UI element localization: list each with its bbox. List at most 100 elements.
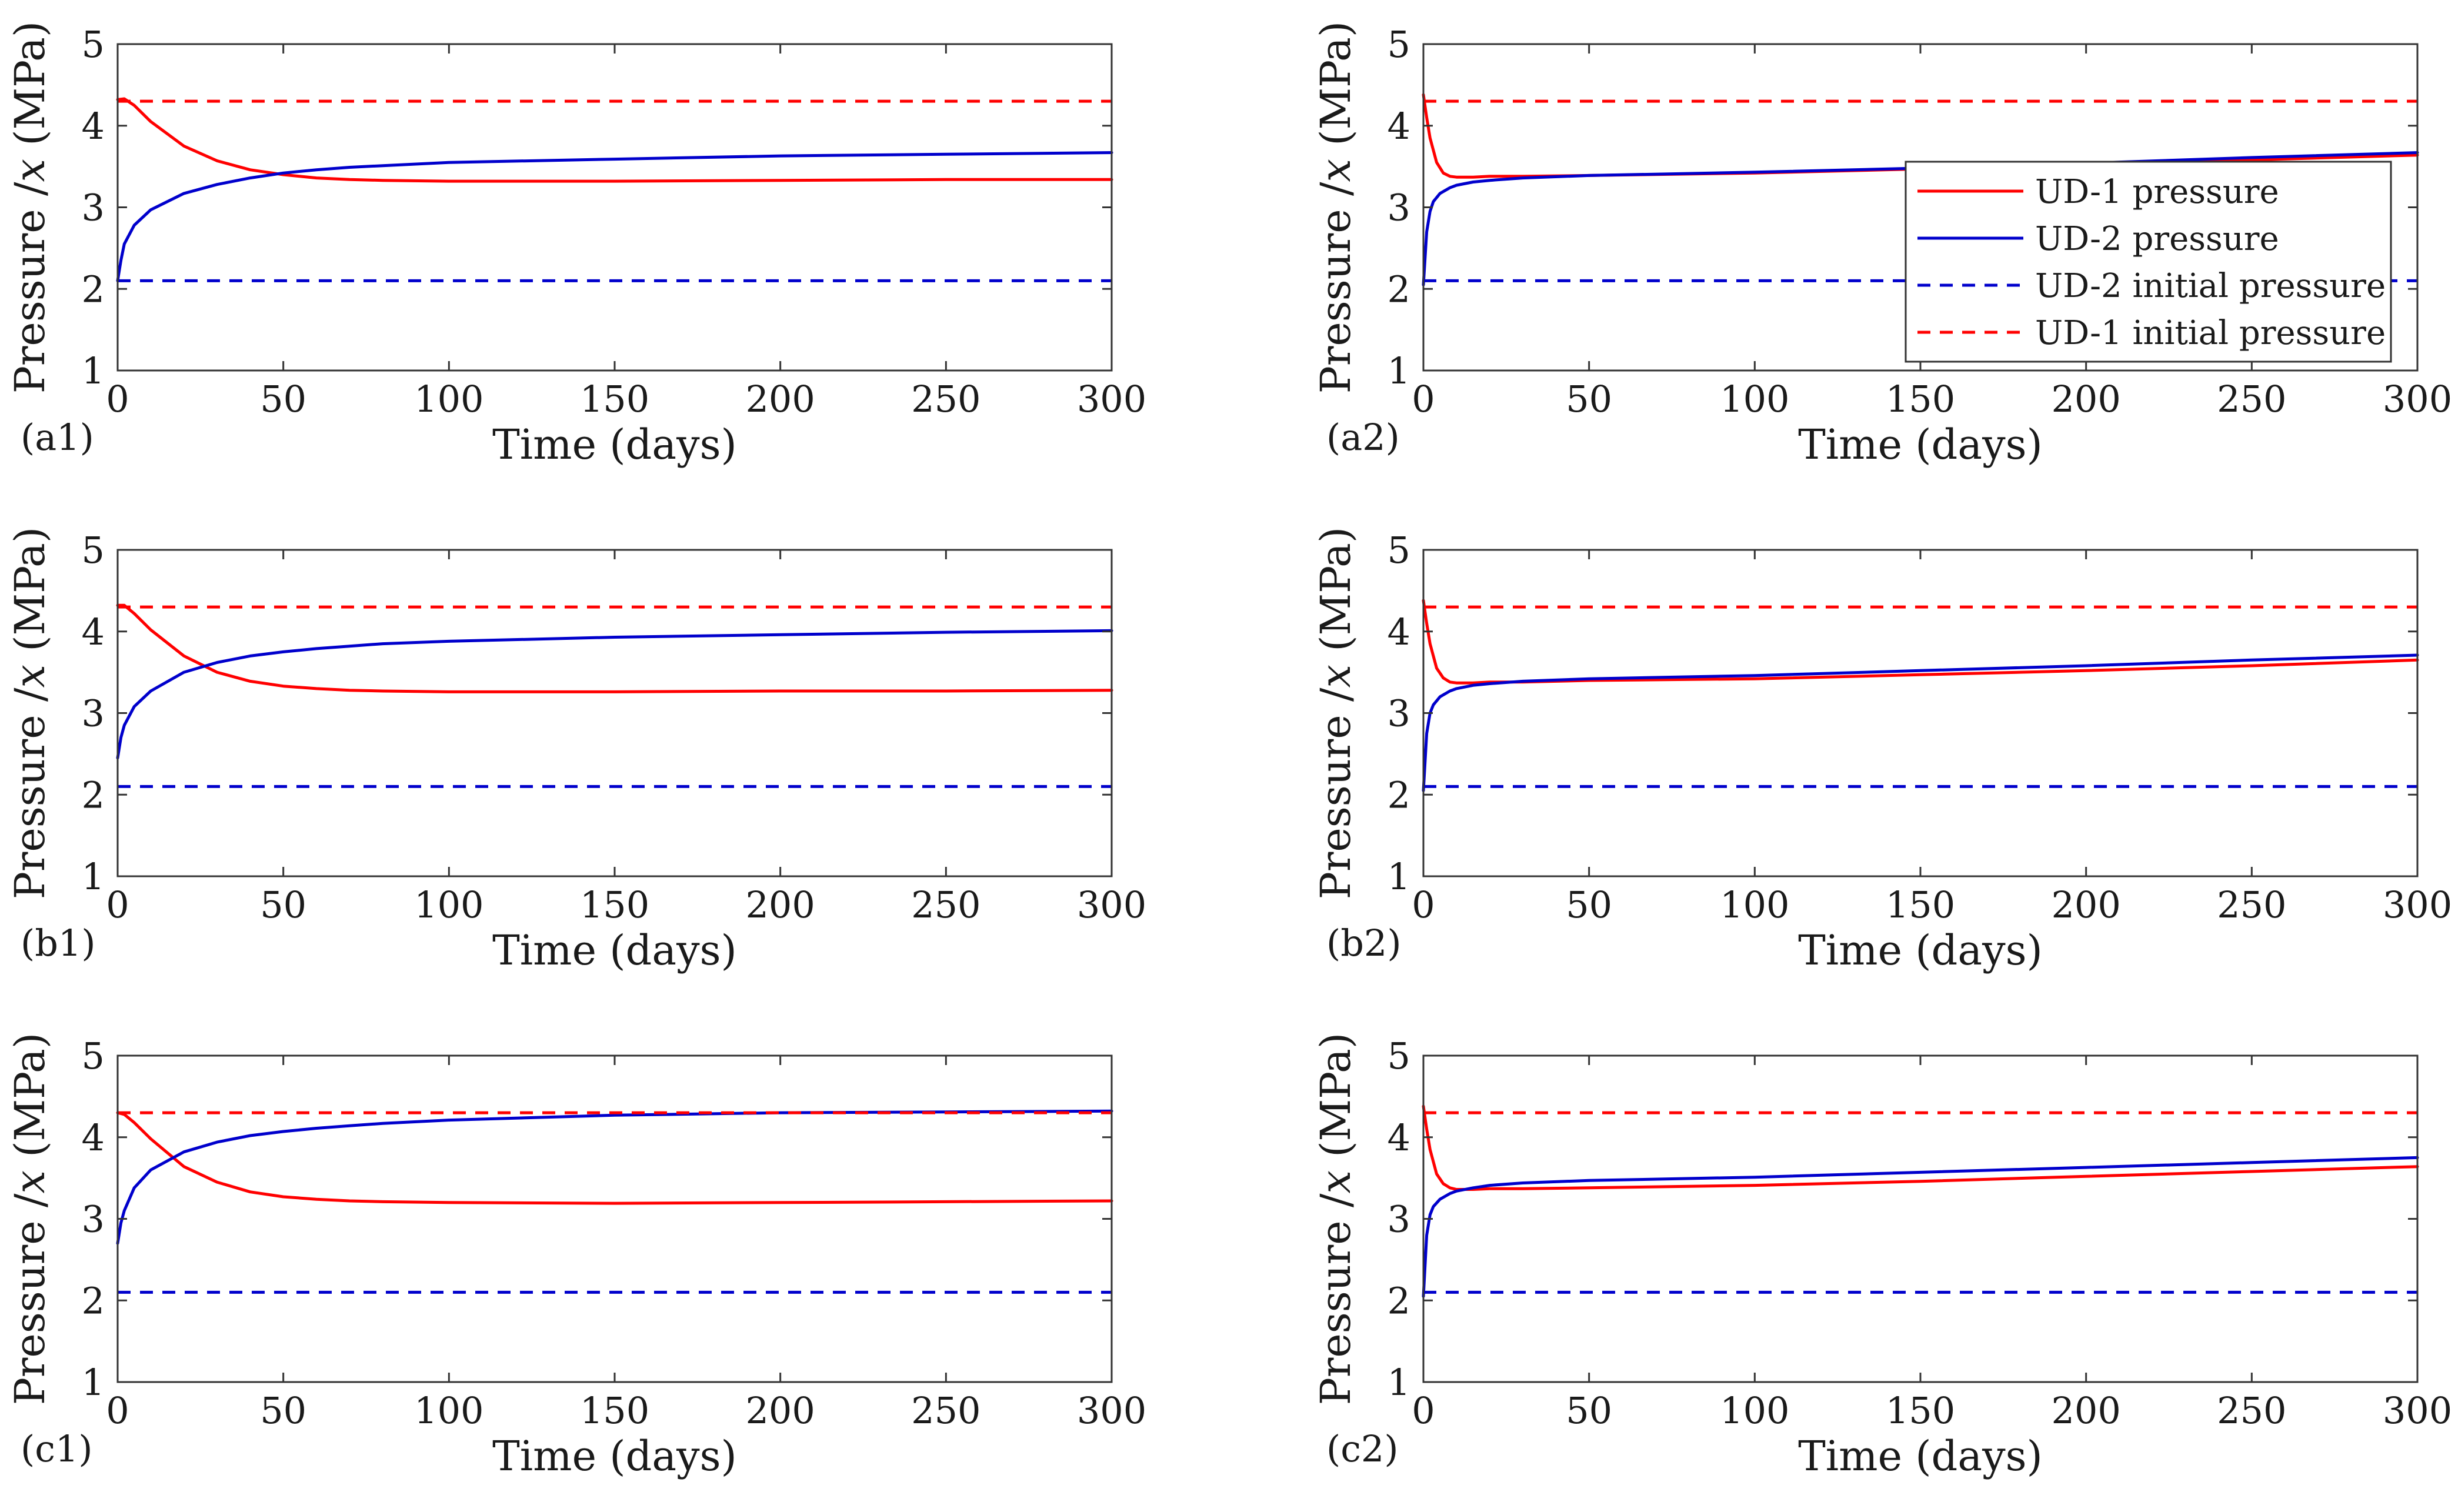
x-tick-label: 250 xyxy=(2217,378,2286,420)
x-tick-label: 150 xyxy=(1886,1389,1955,1432)
y-axis-label-prefix: Pressure / xyxy=(1312,1193,1360,1405)
chart-panel: 0 50 100 150 200 250 300 1 2 3 4 5 Time (days) Pressu… xyxy=(6,21,1146,469)
x-tick-label: 200 xyxy=(2051,883,2120,926)
x-tick-label: 100 xyxy=(414,378,483,420)
y-tick-label: 1 xyxy=(82,349,105,392)
y-tick-label: 5 xyxy=(82,23,105,66)
y-axis-label-unit: (MPa) xyxy=(6,21,54,159)
x-tick-label: 150 xyxy=(580,883,649,926)
legend-label: UD-1 pressure xyxy=(2035,173,2279,211)
y-tick-label: 5 xyxy=(1388,529,1410,572)
panel-label: (a1) xyxy=(21,416,94,459)
x-tick-label: 150 xyxy=(1886,378,1955,420)
series-line xyxy=(1422,1104,2419,1191)
legend-label: UD-2 initial pressure xyxy=(2035,267,2386,305)
x-tick-label: 150 xyxy=(1886,883,1955,926)
y-tick-label: 4 xyxy=(82,1116,105,1159)
axes-frame xyxy=(1422,549,2419,877)
panel-label: (b2) xyxy=(1326,922,1402,964)
y-axis-label-variable: x xyxy=(6,159,54,182)
x-axis-label: Time (days) xyxy=(1798,420,2043,469)
x-tick-label: 0 xyxy=(106,378,129,420)
y-tick-label: 5 xyxy=(82,529,105,572)
y-axis-label-variable: x xyxy=(1312,1170,1360,1193)
x-tick-label: 300 xyxy=(2383,378,2452,420)
y-axis-label-unit: (MPa) xyxy=(1312,21,1360,159)
y-axis-label: Pressure /x (MPa) xyxy=(1312,527,1360,899)
panel-label: (a2) xyxy=(1326,416,1400,459)
y-axis-label-unit: (MPa) xyxy=(6,1033,54,1170)
x-tick-label: 100 xyxy=(414,1389,483,1432)
y-tick-label: 4 xyxy=(1388,610,1410,653)
chart-panel: 0 50 100 150 200 250 300 1 2 3 4 5 Time (days) Pressu… xyxy=(1312,1033,2452,1480)
y-axis-label-variable: x xyxy=(6,1170,54,1193)
y-tick-label: 5 xyxy=(82,1034,105,1077)
x-tick-label: 300 xyxy=(1077,378,1146,420)
x-tick-label: 200 xyxy=(745,378,815,420)
series-line xyxy=(116,603,1113,693)
y-axis-label-unit: (MPa) xyxy=(6,527,54,665)
series-line xyxy=(116,1111,1113,1205)
axes-frame xyxy=(116,1054,1113,1383)
panel-label: (c1) xyxy=(21,1427,93,1470)
legend: UD-1 pressure UD-2 pressure UD-2 initial p… xyxy=(1905,161,2392,363)
y-axis-label-unit: (MPa) xyxy=(1312,1033,1360,1170)
x-tick-label: 100 xyxy=(1720,1389,1789,1432)
y-tick-label: 3 xyxy=(82,692,105,735)
series-line xyxy=(1422,1156,2419,1298)
y-axis-label-prefix: Pressure / xyxy=(1312,182,1360,393)
y-tick-label: 3 xyxy=(1388,1198,1410,1241)
chart-panel: 0 50 100 150 200 250 300 1 2 3 4 5 Time (days) Pressu… xyxy=(1312,527,2452,974)
x-axis-label: Time (days) xyxy=(492,926,737,974)
x-tick-label: 0 xyxy=(1412,1389,1435,1432)
y-tick-label: 1 xyxy=(82,1361,105,1404)
y-tick-label: 3 xyxy=(1388,186,1410,229)
y-tick-label: 5 xyxy=(1388,23,1410,66)
y-tick-label: 4 xyxy=(82,105,105,148)
x-tick-label: 0 xyxy=(106,883,129,926)
x-tick-label: 250 xyxy=(911,1389,980,1432)
legend-label: UD-2 pressure xyxy=(2035,220,2279,258)
x-tick-label: 300 xyxy=(1077,1389,1146,1432)
panel-label: (c2) xyxy=(1326,1427,1399,1470)
x-axis-label: Time (days) xyxy=(1798,1432,2043,1480)
x-tick-label: 0 xyxy=(1412,883,1435,926)
y-tick-label: 1 xyxy=(1388,349,1410,392)
y-tick-label: 4 xyxy=(1388,1116,1410,1159)
y-axis-label: Pressure /x (MPa) xyxy=(1312,21,1360,393)
y-axis-label: Pressure /x (MPa) xyxy=(1312,1033,1360,1405)
y-tick-label: 3 xyxy=(82,186,105,229)
chart-panel: 0 50 100 150 200 250 300 1 2 3 4 5 Time (days) Pressu… xyxy=(6,527,1146,974)
series-line xyxy=(116,151,1113,282)
x-tick-label: 100 xyxy=(1720,883,1789,926)
x-tick-label: 200 xyxy=(745,1389,815,1432)
y-tick-label: 2 xyxy=(82,268,105,311)
x-tick-label: 200 xyxy=(745,883,815,926)
x-tick-label: 100 xyxy=(1720,378,1789,420)
y-axis-label-prefix: Pressure / xyxy=(6,1193,54,1405)
y-axis-label-variable: x xyxy=(6,665,54,687)
x-tick-label: 200 xyxy=(2051,1389,2120,1432)
y-tick-label: 2 xyxy=(1388,1279,1410,1322)
series-line xyxy=(1422,653,2419,792)
x-tick-label: 200 xyxy=(2051,378,2120,420)
series-line xyxy=(116,629,1113,760)
y-axis-label-variable: x xyxy=(1312,159,1360,182)
legend-box xyxy=(1905,161,2392,363)
series-line xyxy=(116,1109,1113,1245)
x-tick-label: 250 xyxy=(911,883,980,926)
y-axis-label-prefix: Pressure / xyxy=(1312,687,1360,899)
y-tick-label: 2 xyxy=(1388,773,1410,816)
x-tick-label: 50 xyxy=(260,883,306,926)
axes-frame xyxy=(116,43,1113,372)
y-axis-label: Pressure /x (MPa) xyxy=(6,527,54,899)
x-tick-label: 0 xyxy=(106,1389,129,1432)
x-tick-label: 150 xyxy=(580,1389,649,1432)
x-tick-label: 50 xyxy=(1566,1389,1612,1432)
x-tick-label: 250 xyxy=(2217,1389,2286,1432)
y-axis-label-unit: (MPa) xyxy=(1312,527,1360,665)
panel-label: (b1) xyxy=(21,922,96,964)
x-tick-label: 50 xyxy=(1566,883,1612,926)
axes-frame xyxy=(1422,1054,2419,1383)
